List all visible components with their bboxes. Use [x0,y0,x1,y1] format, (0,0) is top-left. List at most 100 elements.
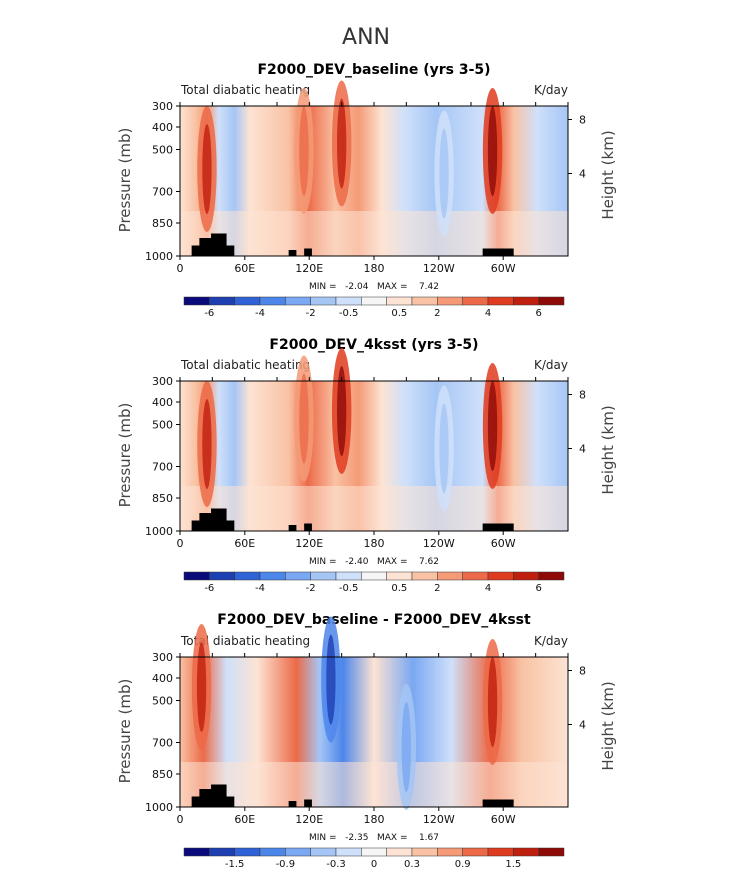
colorbar-tick-label: -0.9 [276,859,296,870]
heating-core-1 [299,373,309,464]
colorbar-box [310,296,337,306]
colorbar-box [487,847,514,857]
panel-3: F2000_DEV_baseline - F2000_DEV_4ksst Tot… [116,612,617,870]
x-tick-label: 120W [423,262,455,275]
colorbar-box [361,847,387,857]
y-tick-label: 500 [152,695,173,708]
colorbar-box [183,296,210,306]
colorbar-tick-label: 0.9 [455,859,471,870]
colorbar-box [209,847,235,857]
x-tick-label: 60W [491,537,516,550]
colorbar-box [361,296,387,306]
colorbar-box [411,571,438,581]
y-tick-label: 500 [152,419,173,432]
x-tick-label: 120E [295,537,323,550]
topography-4 [304,523,312,531]
colorbar-box [437,571,463,581]
heating-core-4 [487,381,498,471]
panel-1-y2label: Height (km) [599,130,617,219]
y-tick-label: 700 [152,737,173,750]
panel-1-ylabel: Pressure (mb) [116,128,134,233]
x-tick-label: 60E [234,537,255,550]
x-tick-label: 60W [491,813,516,826]
colorbar-box [209,296,235,306]
colorbar-box [513,571,539,581]
colorbar-box [513,847,539,857]
heating-core-3 [439,128,449,219]
colorbar-box [285,296,311,306]
x-tick-label: 120E [295,262,323,275]
x-tick-label: 0 [177,813,184,826]
y-tick-label: 300 [152,100,173,113]
colorbar-box [361,571,387,581]
heating-core-0 [202,124,212,214]
y2-tick-label: 4 [579,168,586,181]
topography-3 [288,801,297,807]
y-tick-label: 400 [152,121,173,134]
colorbar-box [335,296,362,306]
topography-3 [288,525,297,531]
y2-tick-label: 8 [579,114,586,127]
colorbar-tick-label: 6 [535,583,541,594]
colorbar-box [386,296,413,306]
colorbar-box [538,296,565,306]
colorbar-box [183,847,210,857]
y-tick-label: 1000 [145,525,173,538]
panel-1-colorbar: -6 -4 -2 -0.5 0.5 2 4 6 [183,296,565,319]
panel-1-stats: MIN = -2.04 MAX = 7.42 [309,282,439,292]
colorbar-tick-label: 1.5 [505,859,521,870]
topography-2 [211,784,227,807]
colorbar-tick-label: -2 [306,308,316,319]
colorbar-tick-label: 6 [535,308,541,319]
colorbar-tick-label: -4 [255,308,265,319]
topography-3 [288,250,297,256]
panel-2-colorbar: -6 -4 -2 -0.5 0.5 2 4 6 [183,571,565,594]
colorbar-box [209,571,235,581]
topography-4 [304,799,312,807]
colorbar-box [487,571,514,581]
x-tick-label: 180 [364,813,385,826]
x-tick-label: 0 [177,262,184,275]
panel-2-stats: MIN = -2.40 MAX = 7.62 [309,557,439,567]
panel-3-title: F2000_DEV_baseline - F2000_DEV_4ksst [217,612,531,628]
panel-2-y2label: Height (km) [599,405,617,494]
panel-3-ylabel: Pressure (mb) [116,679,134,784]
colorbar-box [462,571,489,581]
panel-1: F2000_DEV_baseline (yrs 3-5) Total diaba… [116,62,617,319]
panel-3-units: K/day [534,634,568,648]
y-tick-label: 850 [152,492,173,505]
heating-core-3 [487,657,498,747]
colorbar-tick-label: 4 [485,308,491,319]
colorbar-box [285,847,311,857]
colorbar-box [183,571,210,581]
heating-core-0 [196,642,207,732]
topography-5 [482,523,514,531]
y-tick-label: 1000 [145,801,173,814]
y-tick-label: 850 [152,217,173,230]
y-tick-label: 400 [152,396,173,409]
heating-core-1 [326,634,336,725]
x-tick-label: 120E [295,813,323,826]
colorbar-box [411,296,438,306]
colorbar-box [437,296,463,306]
colorbar-box [487,296,514,306]
colorbar-tick-label: -0.5 [339,308,359,319]
panel-1-left-label: Total diabatic heating [180,83,310,97]
colorbar-box [259,847,286,857]
topography-4 [304,248,312,256]
colorbar-box [234,571,261,581]
panel-1-title: F2000_DEV_baseline (yrs 3-5) [257,62,490,78]
x-tick-label: 60E [234,813,255,826]
colorbar-box [411,847,438,857]
panel-2-title: F2000_DEV_4ksst (yrs 3-5) [269,337,478,353]
y2-tick-label: 8 [579,389,586,402]
panel-2-ylabel: Pressure (mb) [116,403,134,508]
panel-3-plot-area: 0 60E 120E 180 120W 60W 300 400 500 700 850 1000 8 4 [145,616,586,826]
colorbar-box [538,571,565,581]
colorbar-tick-label: -6 [204,583,214,594]
heating-core-3 [439,403,449,494]
colorbar-tick-label: -2 [306,583,316,594]
panel-2-left-label: Total diabatic heating [180,358,310,372]
heating-core-1 [299,106,309,196]
